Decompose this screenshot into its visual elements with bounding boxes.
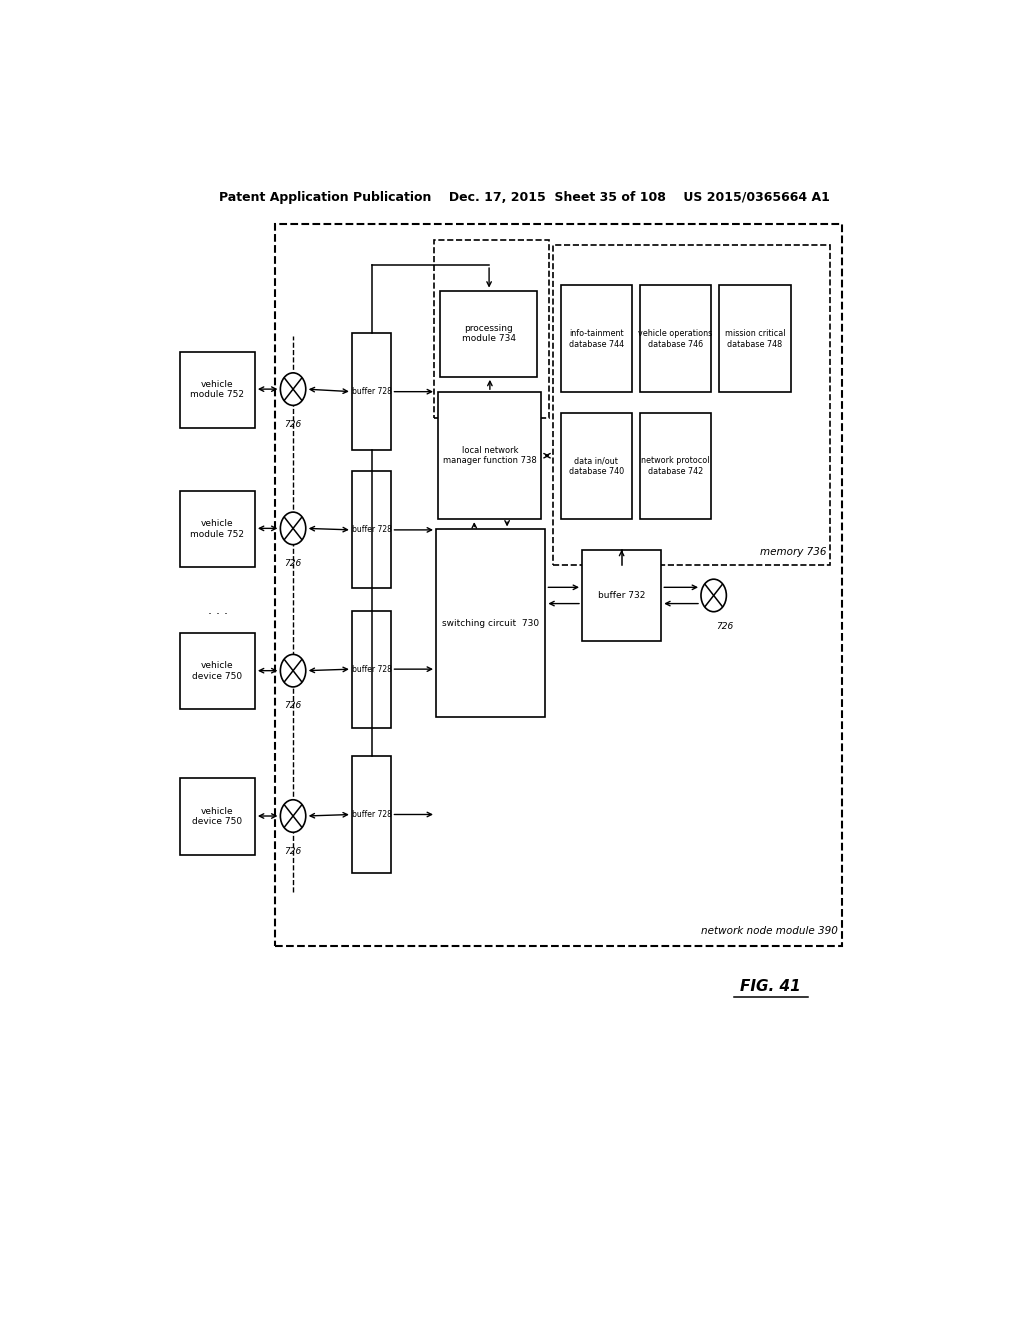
Bar: [352, 756, 391, 873]
Circle shape: [281, 372, 306, 405]
Bar: [179, 491, 255, 568]
Bar: [433, 240, 549, 417]
Text: vehicle
device 750: vehicle device 750: [193, 661, 243, 681]
Text: Patent Application Publication    Dec. 17, 2015  Sheet 35 of 108    US 2015/0365: Patent Application Publication Dec. 17, …: [219, 190, 830, 203]
Bar: [352, 471, 391, 589]
Text: network protocol
database 742: network protocol database 742: [641, 457, 710, 475]
Circle shape: [281, 512, 306, 545]
Text: vehicle
device 750: vehicle device 750: [193, 807, 243, 826]
Text: buffer 728: buffer 728: [351, 387, 391, 396]
Text: 726: 726: [285, 558, 302, 568]
Text: vehicle
module 752: vehicle module 752: [190, 519, 245, 539]
Bar: [179, 634, 255, 709]
Bar: [640, 412, 712, 519]
Text: 726: 726: [285, 846, 302, 855]
Text: local network
manager function 738: local network manager function 738: [443, 446, 537, 466]
Text: vehicle operations
database 746: vehicle operations database 746: [638, 329, 713, 348]
Bar: [352, 333, 391, 450]
Circle shape: [281, 655, 306, 686]
Text: FIG. 41: FIG. 41: [740, 979, 801, 994]
Text: vehicle
module 752: vehicle module 752: [190, 380, 245, 400]
Text: network node module 390: network node module 390: [701, 925, 839, 936]
Text: buffer 728: buffer 728: [351, 810, 391, 818]
Text: buffer 728: buffer 728: [351, 665, 391, 673]
Bar: [553, 244, 830, 565]
Bar: [179, 351, 255, 428]
Bar: [436, 529, 546, 718]
Circle shape: [281, 800, 306, 833]
Bar: [719, 285, 791, 392]
Text: memory 736: memory 736: [760, 546, 826, 557]
Text: mission critical
database 748: mission critical database 748: [725, 329, 785, 348]
Bar: [179, 779, 255, 854]
Bar: [582, 549, 662, 642]
Bar: [274, 224, 842, 946]
Text: buffer 728: buffer 728: [351, 525, 391, 535]
Text: data in/out
database 740: data in/out database 740: [568, 457, 624, 475]
Bar: [440, 290, 538, 378]
Text: switching circuit  730: switching circuit 730: [442, 619, 540, 628]
Text: info-tainment
database 744: info-tainment database 744: [568, 329, 624, 348]
Circle shape: [701, 579, 726, 611]
Bar: [560, 412, 632, 519]
Bar: [560, 285, 632, 392]
Text: buffer 732: buffer 732: [598, 591, 645, 601]
Bar: [640, 285, 712, 392]
Text: processing
module 734: processing module 734: [462, 323, 516, 343]
Bar: [438, 392, 542, 519]
Bar: [352, 611, 391, 727]
Text: . . .: . . .: [208, 605, 227, 618]
Text: 726: 726: [285, 420, 302, 429]
Text: 726: 726: [285, 701, 302, 710]
Text: 726: 726: [716, 622, 733, 631]
